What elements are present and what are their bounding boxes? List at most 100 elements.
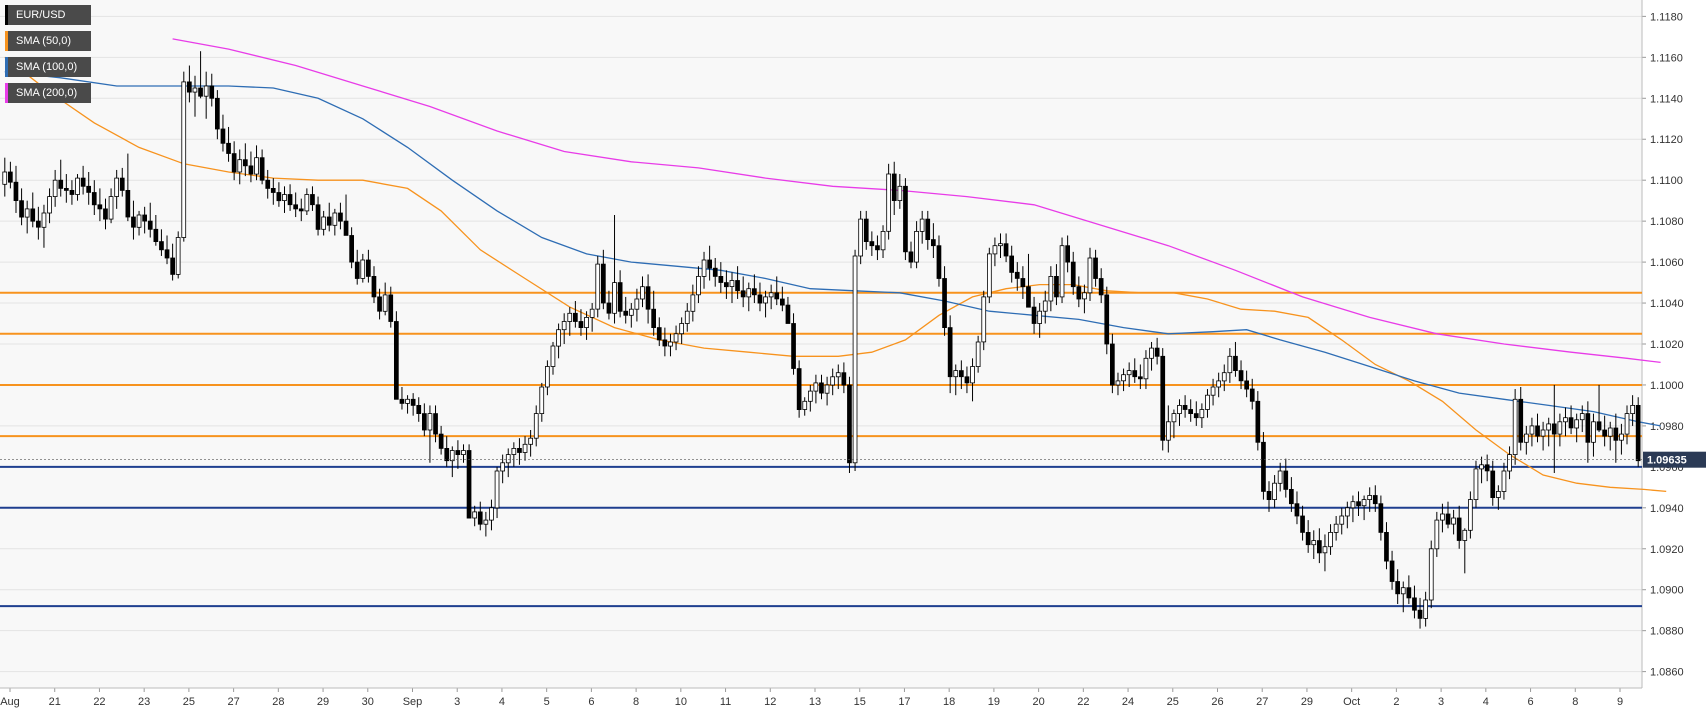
candle-down bbox=[601, 249, 606, 310]
candle-down bbox=[903, 178, 908, 261]
candle-up bbox=[52, 169, 58, 207]
candle-body bbox=[841, 372, 847, 386]
candle-body bbox=[1317, 540, 1322, 554]
candle-body bbox=[304, 194, 310, 212]
candle-body bbox=[1406, 587, 1412, 599]
candle-body bbox=[265, 179, 271, 189]
candle-down bbox=[226, 126, 231, 162]
candle-body bbox=[869, 241, 875, 247]
candle-body bbox=[1205, 394, 1210, 410]
candle-body bbox=[125, 189, 131, 218]
candle-body bbox=[1417, 609, 1423, 619]
candle-down bbox=[1417, 597, 1423, 629]
candle-body bbox=[824, 384, 830, 394]
candle-body bbox=[153, 228, 159, 243]
candle-body bbox=[1451, 517, 1456, 525]
candle-up bbox=[1496, 485, 1501, 510]
candle-body bbox=[108, 196, 114, 220]
x-tick-label: 3 bbox=[454, 696, 460, 708]
candle-down bbox=[1596, 384, 1602, 433]
legend-item-sma-50[interactable]: SMA (50,0) bbox=[5, 31, 91, 51]
candle-body bbox=[1249, 388, 1255, 402]
candle-body bbox=[142, 214, 147, 222]
candle-body bbox=[763, 296, 768, 304]
candle-down bbox=[153, 215, 159, 246]
candle-body bbox=[1177, 404, 1182, 414]
candle-down bbox=[1490, 460, 1496, 506]
x-tick-label: 9 bbox=[1617, 696, 1623, 708]
candle-down bbox=[791, 313, 796, 375]
candle-body bbox=[1188, 409, 1193, 414]
candle-body bbox=[1624, 413, 1630, 435]
candle-up bbox=[282, 186, 287, 213]
candle-body bbox=[808, 390, 813, 402]
candle-body bbox=[813, 382, 819, 392]
candle-body bbox=[584, 316, 589, 328]
candle-body bbox=[1395, 581, 1400, 595]
candle-body bbox=[1277, 470, 1283, 484]
candle-down bbox=[13, 165, 19, 213]
sma-200-line bbox=[172, 38, 1661, 364]
candle-body bbox=[466, 450, 472, 519]
candle-body bbox=[388, 294, 394, 322]
candle-body bbox=[690, 294, 696, 312]
candle-body bbox=[1462, 529, 1468, 541]
candle-body bbox=[354, 261, 360, 279]
legend-item-eurusd[interactable]: EUR/USD bbox=[5, 5, 91, 25]
candle-body bbox=[746, 288, 752, 298]
legend-item-sma-100[interactable]: SMA (100,0) bbox=[5, 57, 91, 77]
candle-down bbox=[869, 231, 875, 256]
x-tick-label: 2 bbox=[1393, 696, 1399, 708]
y-tick-label: 1.1020 bbox=[1650, 339, 1684, 351]
candle-body bbox=[1272, 482, 1277, 501]
candle-down bbox=[819, 374, 824, 400]
candle-body bbox=[1042, 300, 1048, 312]
candle-up bbox=[992, 237, 998, 267]
x-tick-label: 30 bbox=[362, 696, 374, 708]
candle-body bbox=[595, 263, 601, 310]
candle-down bbox=[891, 161, 897, 215]
candle-body bbox=[175, 237, 181, 275]
candle-down bbox=[293, 192, 299, 218]
candle-down bbox=[936, 235, 942, 287]
candle-body bbox=[1596, 421, 1602, 431]
candle-body bbox=[802, 400, 808, 410]
candle-up bbox=[108, 188, 114, 224]
candle-down bbox=[752, 274, 757, 304]
candle-up bbox=[808, 384, 813, 412]
candle-up bbox=[449, 446, 455, 478]
candle-up bbox=[897, 174, 903, 209]
candle-body bbox=[1328, 532, 1333, 548]
candle-up bbox=[181, 71, 187, 242]
legend-swatch bbox=[5, 57, 8, 77]
candle-body bbox=[718, 275, 724, 283]
candle-down bbox=[1484, 454, 1490, 482]
candle-body bbox=[186, 81, 192, 93]
candle-up bbox=[595, 255, 601, 318]
candle-down bbox=[785, 296, 791, 324]
candle-body bbox=[953, 370, 959, 378]
candle-down bbox=[606, 290, 612, 320]
x-tick-label: 4 bbox=[499, 696, 505, 708]
candle-down bbox=[86, 172, 91, 205]
candle-body bbox=[131, 216, 136, 228]
legend-item-sma-200[interactable]: SMA (200,0) bbox=[5, 83, 91, 103]
candle-down bbox=[58, 159, 64, 197]
candle-up bbox=[1607, 421, 1613, 451]
candle-up bbox=[612, 215, 617, 324]
x-tick-label: 21 bbox=[49, 696, 61, 708]
candle-down bbox=[1456, 505, 1462, 549]
candle-body bbox=[181, 81, 187, 238]
candle-body bbox=[2, 171, 8, 185]
candle-body bbox=[1345, 507, 1350, 517]
candle-down bbox=[1395, 569, 1400, 605]
candle-body bbox=[735, 280, 740, 292]
candle-body bbox=[1445, 513, 1451, 525]
candle-body bbox=[875, 245, 880, 251]
candle-body bbox=[103, 208, 108, 220]
candle-body bbox=[522, 443, 528, 453]
candle-body bbox=[231, 153, 237, 173]
candle-down bbox=[959, 360, 964, 390]
candle-body bbox=[729, 280, 735, 287]
